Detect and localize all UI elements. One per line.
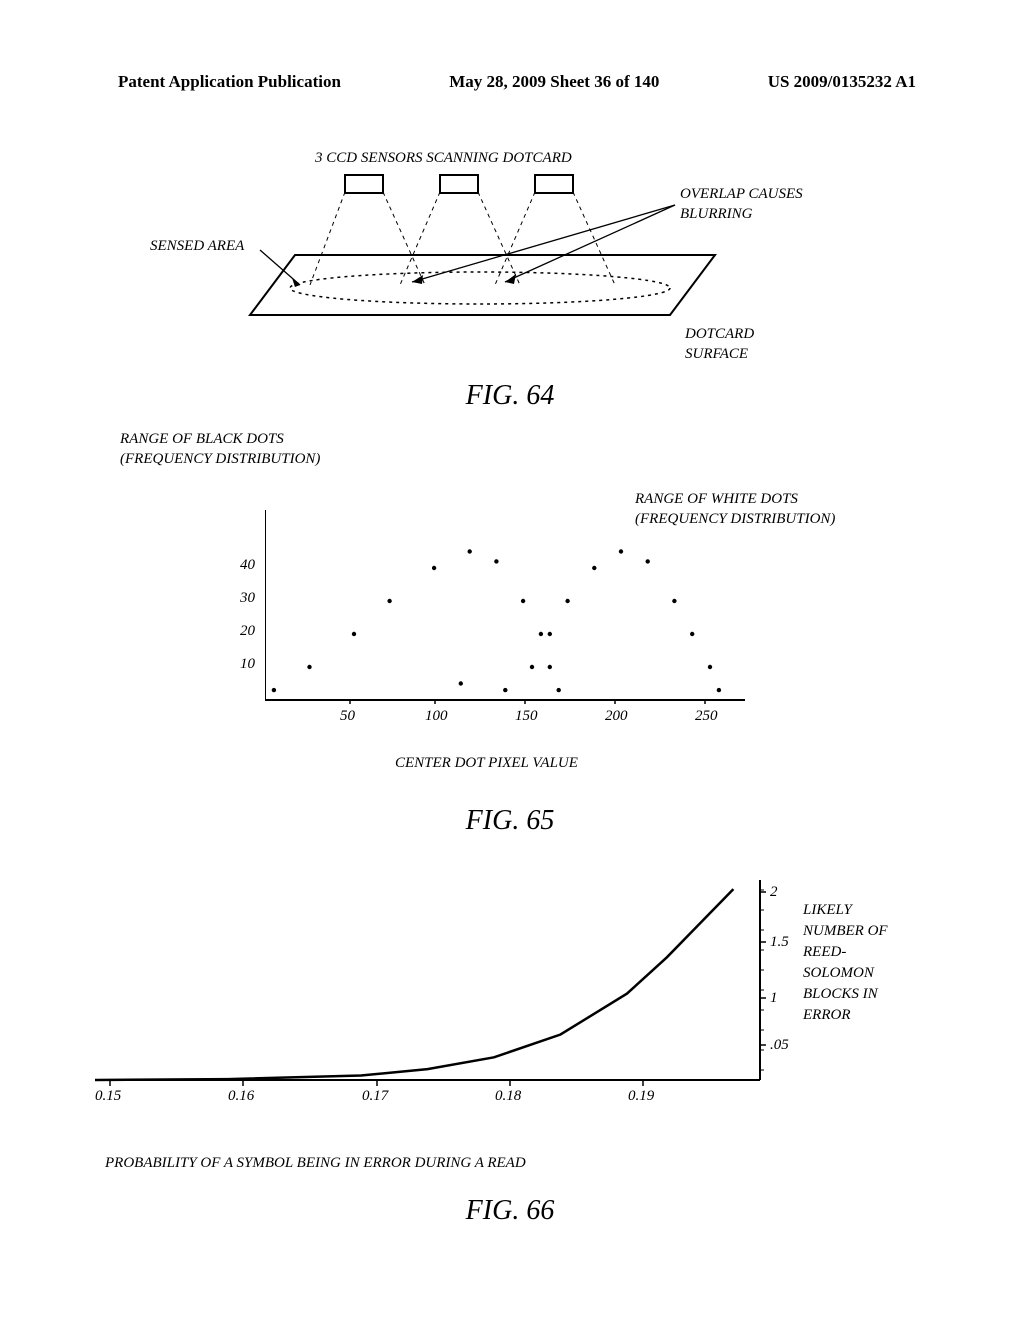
fig65-xaxis-title: CENTER DOT PIXEL VALUE — [395, 755, 578, 772]
fig65-xtick: 200 — [605, 708, 628, 725]
fig65-ytick: 20 — [240, 623, 255, 640]
fig66-ytick: 2 — [770, 884, 778, 901]
header-mid: May 28, 2009 Sheet 36 of 140 — [449, 72, 659, 92]
fig66-caption: FIG. 66 — [95, 1195, 925, 1227]
fig66-ytick: 1 — [770, 990, 778, 1007]
fig65-xtick: 150 — [515, 708, 538, 725]
fig64-diagram — [150, 150, 870, 380]
page-header: Patent Application Publication May 28, 2… — [0, 72, 1024, 92]
figure-64: 3 CCD SENSORS SCANNING DOTCARD SENSED AR… — [150, 150, 870, 410]
fig65-black-dots-label: RANGE OF BLACK DOTS (FREQUENCY DISTRIBUT… — [120, 430, 320, 469]
fig66-chart: 2 1.5 1 .05 0.15 0.16 0.17 0.18 0.19 — [95, 880, 795, 1140]
figure-65: RANGE OF BLACK DOTS (FREQUENCY DISTRIBUT… — [120, 430, 900, 850]
fig65-xtick: 50 — [340, 708, 355, 725]
fig66-curve — [95, 880, 795, 1140]
header-left: Patent Application Publication — [118, 72, 341, 92]
fig66-xtick: 0.15 — [95, 1088, 121, 1105]
fig66-xaxis-title: PROBABILITY OF A SYMBOL BEING IN ERROR D… — [105, 1155, 526, 1172]
fig66-ytick: 1.5 — [770, 934, 789, 951]
fig65-ytick: 30 — [240, 590, 255, 607]
fig65-caption: FIG. 65 — [120, 805, 900, 837]
fig66-xtick: 0.19 — [628, 1088, 654, 1105]
fig65-chart: 40302010 50100150200250 — [265, 490, 765, 750]
fig66-xtick: 0.17 — [362, 1088, 388, 1105]
fig66-xtick: 0.18 — [495, 1088, 521, 1105]
fig66-ytick: .05 — [770, 1037, 789, 1054]
fig66-xtick: 0.16 — [228, 1088, 254, 1105]
fig65-ytick: 40 — [240, 557, 255, 574]
fig65-xtick: 100 — [425, 708, 448, 725]
fig64-caption: FIG. 64 — [150, 380, 870, 412]
fig65-xtick: 250 — [695, 708, 718, 725]
figure-66: 2 1.5 1 .05 0.15 0.16 0.17 0.18 0.19 LIKELY NUM… — [95, 880, 925, 1240]
fig65-ytick: 10 — [240, 656, 255, 673]
header-right: US 2009/0135232 A1 — [768, 72, 916, 92]
fig66-right-label: LIKELY NUMBER OF REED- SOLOMON BLOCKS IN… — [803, 900, 888, 1026]
